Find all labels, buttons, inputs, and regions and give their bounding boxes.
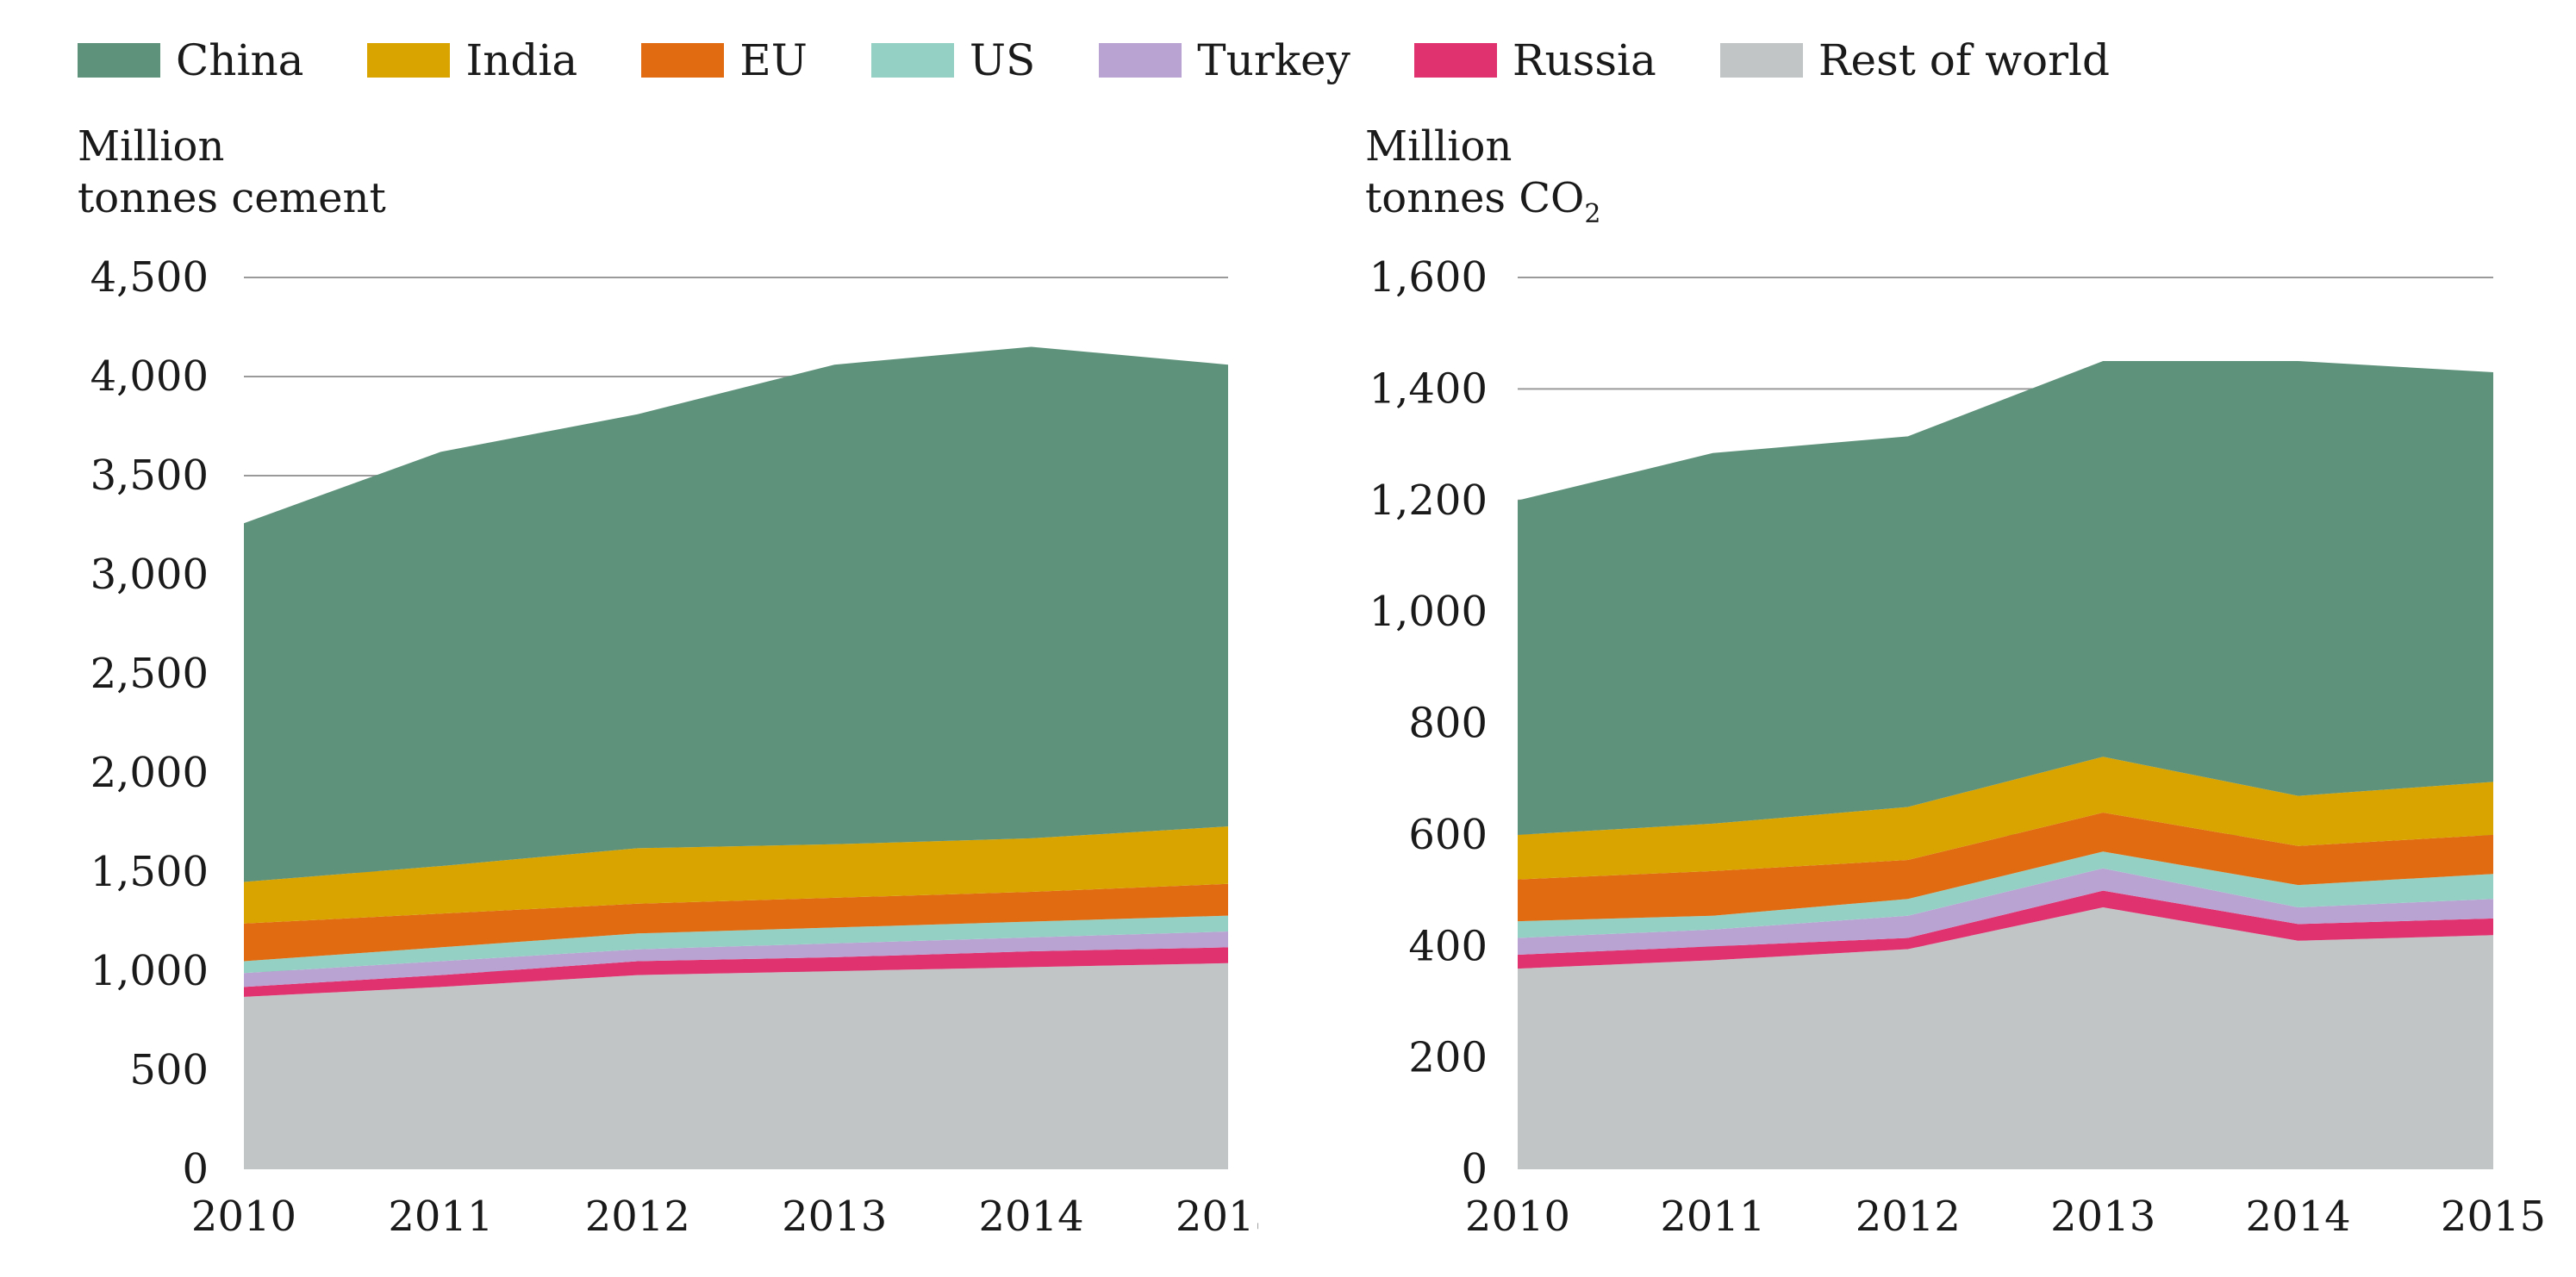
legend-label-us: US <box>969 35 1036 85</box>
left-xtick-label: 2010 <box>191 1193 296 1241</box>
left-area-turkey <box>244 931 1228 987</box>
legend-label-eu: EU <box>739 35 808 85</box>
right-xtick-label: 2010 <box>1465 1193 1570 1241</box>
left-ytick-label: 500 <box>129 1046 209 1094</box>
legend-swatch-china <box>78 43 160 78</box>
right-ytick-label: 200 <box>1408 1034 1488 1082</box>
right-xtick-label: 2015 <box>2441 1193 2546 1241</box>
legend: China India EU US Turkey Russia Rest of … <box>78 33 2174 88</box>
right-area-us <box>1518 851 2493 938</box>
legend-swatch-india <box>367 43 451 78</box>
legend-item-us: US <box>870 35 1036 85</box>
right-area-chart: 0 200 400 600 800 1,000 1,200 1,400 1,600 2010 201… <box>1369 253 2547 1241</box>
left-area-china <box>244 346 1228 882</box>
legend-label-turkey: Turkey <box>1197 35 1350 85</box>
right-unit-line2: tonnes CO2 <box>1365 172 1600 240</box>
left-area-us <box>244 915 1228 974</box>
legend-swatch-rest-of-world <box>1719 43 1803 78</box>
left-unit-line2: tonnes cement <box>78 174 386 222</box>
legend-item-russia: Russia <box>1413 35 1656 85</box>
left-ytick-label: 2,000 <box>90 749 209 797</box>
left-ytick-label: 1,000 <box>90 947 209 995</box>
right-area-india <box>1518 757 2493 880</box>
left-area-india <box>244 826 1228 924</box>
left-ytick-label: 2,500 <box>90 650 209 698</box>
left-ytick-label: 4,000 <box>90 352 209 401</box>
left-ytick-label: 3,000 <box>90 551 209 599</box>
right-ytick-label: 0 <box>1461 1145 1488 1193</box>
legend-item-eu: EU <box>641 39 808 82</box>
left-xtick-label: 2011 <box>388 1193 493 1241</box>
right-area-turkey <box>1518 868 2493 955</box>
left-area-russia <box>244 947 1228 997</box>
legend-item-turkey: Turkey <box>1099 39 1350 82</box>
left-area-eu <box>244 883 1228 962</box>
left-unit-line1: Million <box>78 122 225 171</box>
left-xtick-label: 2013 <box>782 1193 887 1241</box>
right-unit-line1: Million <box>1365 122 1513 171</box>
legend-label-russia: Russia <box>1512 35 1656 85</box>
left-xtick-label: 2014 <box>979 1193 1084 1241</box>
legend-item-india: India <box>367 39 577 82</box>
legend-label-india: India <box>465 35 578 85</box>
legend-item-china: China <box>78 39 303 82</box>
legend-swatch-eu <box>641 43 725 78</box>
legend-swatch-russia <box>1413 43 1497 78</box>
right-xtick-label: 2013 <box>2050 1193 2155 1241</box>
right-area-rest-of-world <box>1518 907 2493 1169</box>
right-ytick-label: 1,200 <box>1369 477 1488 525</box>
right-area-china <box>1518 361 2493 835</box>
right-unit-line2-main: tonnes CO <box>1365 174 1585 222</box>
legend-label-china: China <box>176 35 304 85</box>
left-xtick-label: 2012 <box>585 1193 690 1241</box>
left-area-rest-of-world <box>244 962 1228 1169</box>
right-ytick-label: 800 <box>1408 700 1488 748</box>
right-ytick-label: 1,000 <box>1369 588 1488 636</box>
right-area-russia <box>1518 890 2493 969</box>
right-ytick-label: 1,600 <box>1369 253 1488 302</box>
left-area-chart: 0 500 1,000 1,500 2,000 2,500 3,000 3,500 4,000 4… <box>90 253 1258 1241</box>
left-ytick-label: 1,500 <box>90 848 209 896</box>
legend-swatch-turkey <box>1099 43 1182 78</box>
right-xtick-label: 2011 <box>1660 1193 1765 1241</box>
right-area-eu <box>1518 813 2493 922</box>
left-ytick-label: 0 <box>182 1145 209 1193</box>
left-xtick-label: 2015 <box>1176 1193 1258 1241</box>
right-ytick-label: 1,400 <box>1369 364 1488 413</box>
right-unit-line2-sub: 2 <box>1584 199 1601 229</box>
left-ytick-label: 4,500 <box>90 253 209 302</box>
right-ytick-label: 400 <box>1408 922 1488 970</box>
right-xtick-label: 2012 <box>1856 1193 1961 1241</box>
left-unit-label: Million tonnes cement <box>78 121 386 224</box>
left-ytick-label: 3,500 <box>90 452 209 500</box>
right-unit-label: Million tonnes CO2 <box>1365 121 1600 240</box>
legend-item-rest-of-world: Rest of world <box>1719 35 2111 85</box>
right-xtick-label: 2014 <box>2246 1193 2351 1241</box>
legend-label-rest-of-world: Rest of world <box>1818 35 2111 85</box>
right-ytick-label: 600 <box>1408 811 1488 859</box>
legend-swatch-us <box>870 43 954 78</box>
